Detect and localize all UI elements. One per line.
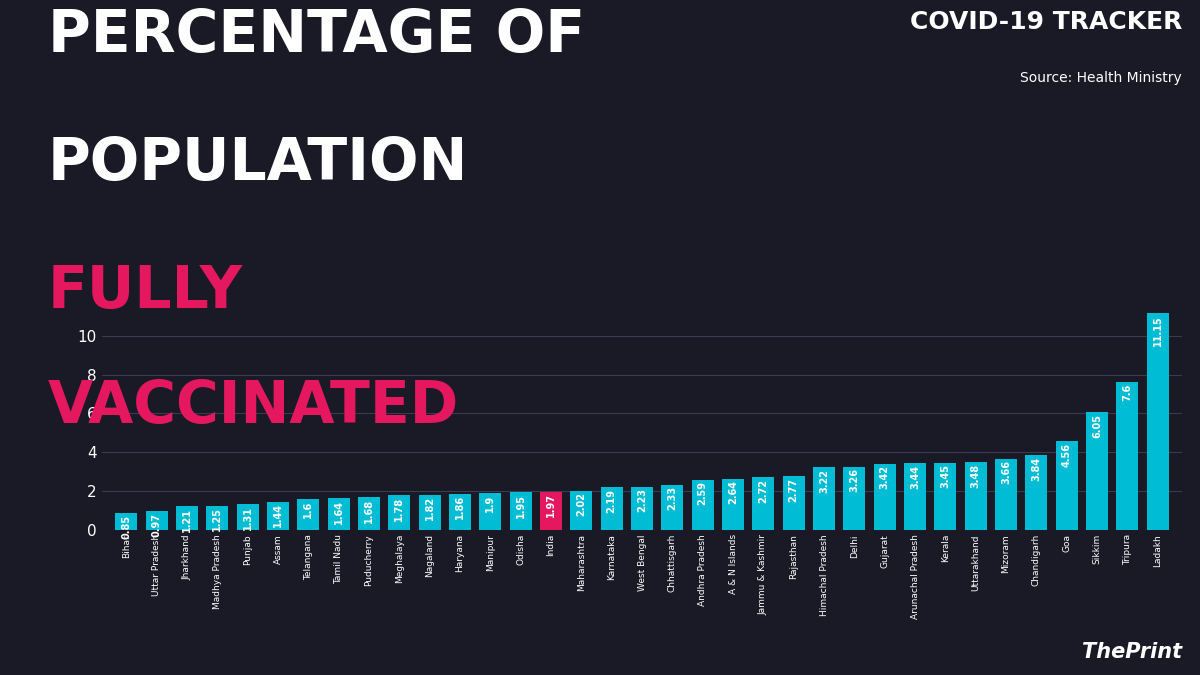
- Bar: [510, 492, 532, 530]
- Bar: [1086, 412, 1108, 530]
- Bar: [691, 480, 714, 530]
- Text: 1.82: 1.82: [425, 496, 434, 520]
- Bar: [995, 459, 1016, 530]
- Bar: [176, 506, 198, 530]
- Bar: [358, 497, 380, 530]
- Bar: [722, 479, 744, 530]
- Bar: [965, 462, 986, 530]
- Bar: [844, 466, 865, 530]
- Text: 2.23: 2.23: [637, 488, 647, 512]
- Text: 0.97: 0.97: [151, 512, 162, 537]
- Text: COVID-19 TRACKER: COVID-19 TRACKER: [910, 10, 1182, 34]
- Bar: [631, 487, 653, 530]
- Bar: [328, 498, 349, 530]
- Bar: [268, 502, 289, 530]
- Bar: [661, 485, 683, 530]
- Text: FULLY: FULLY: [48, 263, 242, 320]
- Text: 3.42: 3.42: [880, 465, 889, 489]
- Bar: [904, 463, 926, 530]
- Bar: [1056, 441, 1078, 530]
- Text: ThePrint: ThePrint: [1082, 641, 1182, 662]
- Text: 1.9: 1.9: [485, 495, 496, 512]
- Bar: [935, 463, 956, 530]
- Text: 1.64: 1.64: [334, 500, 343, 524]
- Text: POPULATION: POPULATION: [48, 135, 468, 192]
- Bar: [389, 495, 410, 530]
- Text: 4.56: 4.56: [1062, 443, 1072, 467]
- Bar: [479, 493, 502, 530]
- Text: PERCENTAGE OF: PERCENTAGE OF: [48, 7, 586, 63]
- Text: 1.95: 1.95: [516, 493, 526, 518]
- Text: 2.72: 2.72: [758, 479, 768, 503]
- Text: 1.6: 1.6: [304, 500, 313, 518]
- Text: 3.45: 3.45: [941, 464, 950, 489]
- Bar: [874, 464, 895, 530]
- Text: 3.66: 3.66: [1001, 460, 1012, 485]
- Bar: [419, 495, 440, 530]
- Bar: [236, 504, 258, 530]
- Text: VACCINATED: VACCINATED: [48, 378, 460, 435]
- Text: 3.44: 3.44: [910, 464, 920, 489]
- Text: 2.64: 2.64: [728, 480, 738, 504]
- Text: 2.77: 2.77: [788, 478, 799, 502]
- Bar: [449, 494, 470, 530]
- Text: 3.84: 3.84: [1031, 457, 1042, 481]
- Text: 11.15: 11.15: [1153, 315, 1163, 346]
- Bar: [145, 511, 168, 530]
- Bar: [752, 477, 774, 530]
- Bar: [1116, 382, 1139, 530]
- Text: 6.05: 6.05: [1092, 414, 1102, 438]
- Bar: [1026, 456, 1048, 530]
- Text: 2.02: 2.02: [576, 492, 587, 516]
- Text: 3.48: 3.48: [971, 464, 980, 488]
- Bar: [298, 499, 319, 530]
- Text: 1.25: 1.25: [212, 507, 222, 531]
- Text: 2.33: 2.33: [667, 486, 677, 510]
- Bar: [814, 467, 835, 530]
- Text: 3.26: 3.26: [850, 468, 859, 492]
- Text: 1.44: 1.44: [272, 504, 283, 527]
- Bar: [206, 506, 228, 530]
- Bar: [601, 487, 623, 530]
- Text: 3.22: 3.22: [820, 469, 829, 493]
- Text: 1.31: 1.31: [242, 506, 253, 530]
- Text: 1.78: 1.78: [395, 497, 404, 521]
- Text: 1.68: 1.68: [364, 499, 374, 523]
- Bar: [1147, 313, 1169, 530]
- Text: 2.19: 2.19: [607, 489, 617, 513]
- Bar: [115, 514, 137, 530]
- Text: 1.86: 1.86: [455, 495, 464, 520]
- Text: 7.6: 7.6: [1122, 384, 1133, 401]
- Text: 2.59: 2.59: [697, 481, 708, 505]
- Text: 1.97: 1.97: [546, 493, 556, 517]
- Bar: [540, 491, 562, 530]
- Text: Source: Health Ministry: Source: Health Ministry: [1020, 71, 1182, 85]
- Text: 0.85: 0.85: [121, 515, 131, 539]
- Bar: [782, 476, 805, 530]
- Bar: [570, 491, 593, 530]
- Text: 1.21: 1.21: [182, 508, 192, 532]
